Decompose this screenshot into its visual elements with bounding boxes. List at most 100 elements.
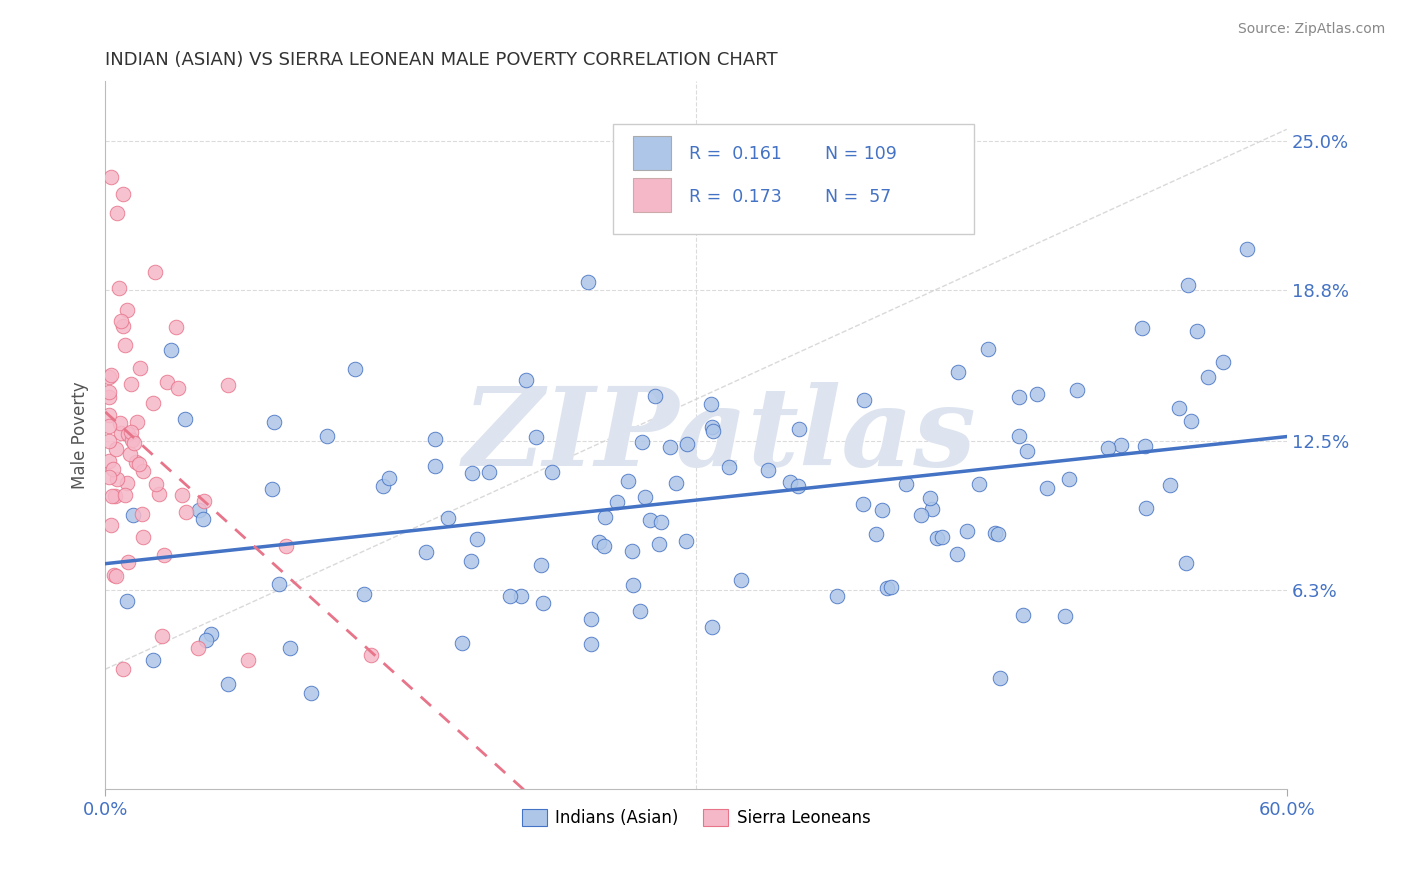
Point — [1187, 324, 1209, 338]
Point — [105, 206, 128, 220]
Point — [1135, 439, 1157, 453]
Point — [921, 502, 943, 516]
Point — [132, 530, 155, 544]
Point — [104, 569, 127, 583]
Point — [100, 368, 122, 383]
Point — [187, 641, 209, 656]
Point — [115, 593, 138, 607]
Point — [1012, 607, 1035, 622]
Point — [700, 397, 723, 411]
Point — [117, 555, 139, 569]
Point — [217, 677, 239, 691]
Point — [122, 508, 145, 522]
Point — [152, 548, 174, 562]
Point — [650, 515, 672, 529]
Point — [779, 475, 801, 490]
Point — [1212, 354, 1234, 368]
Text: N = 109: N = 109 — [825, 145, 897, 163]
Text: ZIPatlas: ZIPatlas — [463, 382, 977, 489]
Point — [115, 303, 138, 318]
Point — [98, 390, 121, 404]
Point — [299, 686, 322, 700]
Point — [925, 531, 948, 545]
Point — [579, 611, 602, 625]
Point — [1236, 243, 1258, 257]
Point — [1159, 478, 1181, 492]
Text: R =  0.173: R = 0.173 — [689, 187, 782, 206]
Legend: Indians (Asian), Sierra Leoneans: Indians (Asian), Sierra Leoneans — [515, 803, 877, 834]
Point — [1054, 609, 1077, 624]
Point — [159, 343, 181, 357]
Point — [665, 475, 688, 490]
Point — [129, 361, 152, 376]
Point — [1109, 438, 1132, 452]
Point — [316, 429, 339, 443]
Text: N =  57: N = 57 — [825, 187, 891, 206]
Point — [621, 544, 644, 558]
Point — [529, 558, 551, 573]
Point — [865, 527, 887, 541]
Point — [1135, 501, 1157, 516]
Point — [101, 462, 124, 476]
Point — [373, 479, 395, 493]
Point — [117, 476, 139, 491]
Bar — [633, 136, 671, 169]
Point — [987, 527, 1010, 541]
Point — [125, 415, 148, 429]
Point — [278, 641, 301, 656]
Point — [617, 474, 640, 488]
Text: Source: ZipAtlas.com: Source: ZipAtlas.com — [1237, 22, 1385, 37]
Point — [112, 662, 135, 676]
Point — [593, 510, 616, 524]
Point — [173, 412, 195, 426]
Point — [880, 580, 903, 594]
Point — [876, 581, 898, 595]
Point — [918, 491, 941, 505]
Point — [148, 487, 170, 501]
Point — [460, 553, 482, 567]
Point — [515, 373, 537, 387]
Point — [172, 488, 194, 502]
Point — [104, 489, 127, 503]
Point — [592, 539, 614, 553]
Point — [100, 170, 122, 185]
Point — [524, 429, 547, 443]
Point — [675, 534, 697, 549]
Point — [110, 314, 132, 328]
Point — [117, 427, 139, 442]
Point — [702, 424, 724, 438]
Point — [478, 465, 501, 479]
Point — [648, 536, 671, 550]
Point — [1015, 444, 1038, 458]
Text: INDIAN (ASIAN) VS SIERRA LEONEAN MALE POVERTY CORRELATION CHART: INDIAN (ASIAN) VS SIERRA LEONEAN MALE PO… — [105, 51, 778, 69]
Point — [423, 432, 446, 446]
Point — [236, 653, 259, 667]
Point — [1197, 370, 1219, 384]
Point — [896, 476, 918, 491]
Point — [460, 466, 482, 480]
Point — [124, 436, 146, 450]
Point — [606, 495, 628, 509]
Point — [118, 447, 141, 461]
Point — [98, 453, 121, 467]
Point — [1180, 414, 1202, 428]
Point — [98, 470, 121, 484]
Point — [262, 482, 284, 496]
Point — [200, 626, 222, 640]
Point — [700, 620, 723, 634]
Point — [638, 513, 661, 527]
Point — [976, 342, 998, 356]
Point — [193, 494, 215, 508]
Point — [263, 415, 285, 429]
Point — [983, 526, 1005, 541]
Point — [98, 408, 121, 422]
Point — [111, 187, 134, 202]
Point — [644, 389, 666, 403]
Point — [98, 385, 121, 400]
Point — [730, 573, 752, 587]
Point — [267, 577, 290, 591]
Point — [787, 422, 810, 436]
Point — [105, 472, 128, 486]
Y-axis label: Male Poverty: Male Poverty — [72, 382, 89, 489]
Point — [945, 547, 967, 561]
